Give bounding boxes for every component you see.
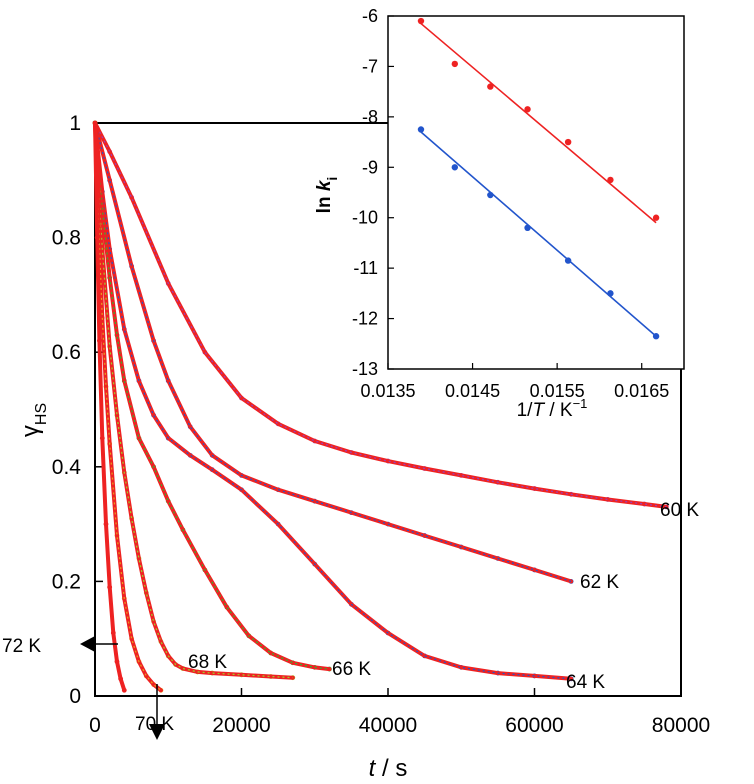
- main-x-tick-label: 20000: [212, 714, 270, 737]
- series-label-72k: 72 K: [2, 636, 41, 657]
- inset-chart: 0.0135 0.0145 0.0155 0.0165 -6 -7 -8 -9 -10 -11 -1…: [314, 4, 685, 421]
- inset-y-tick-label: -7: [362, 56, 378, 76]
- inset-data-point: [652, 214, 660, 221]
- fit-curve: [93, 121, 295, 680]
- inset-fit-line: [420, 22, 657, 224]
- inset-data-point: [607, 176, 614, 184]
- inset-y-tick-label: -8: [362, 107, 378, 127]
- series-60k: [92, 120, 669, 510]
- fit-curve: [93, 121, 163, 693]
- main-x-tick-label: 60000: [505, 714, 563, 737]
- inset-y-tick-label: -10: [352, 208, 378, 228]
- inset-y-tick-label: -12: [352, 309, 378, 329]
- arrow-70k: [149, 684, 165, 740]
- inset-y-tick-label: -13: [352, 359, 378, 379]
- inset-data-point: [451, 60, 459, 68]
- inset-series-0: [417, 17, 660, 224]
- data-trace: [94, 122, 572, 680]
- main-series: [92, 120, 669, 693]
- inset-x-tick-label: 0.0145: [445, 381, 500, 401]
- main-x-tick-label: 0: [89, 714, 101, 737]
- series-64k: [92, 120, 574, 682]
- inset-data-point: [564, 257, 572, 264]
- inset-fit-line: [420, 131, 657, 337]
- main-y-axis-title: γHS: [17, 403, 50, 437]
- series-label-68k: 68 K: [188, 652, 227, 673]
- series-72k: [92, 120, 127, 693]
- series-70k: [92, 120, 164, 693]
- series-label-64k: 64 K: [566, 672, 605, 693]
- inset-data-point: [417, 126, 425, 133]
- main-x-tick-label: 40000: [359, 714, 417, 737]
- inset-data-point: [524, 106, 531, 113]
- series-66k: [92, 120, 332, 672]
- fit-curve: [93, 121, 332, 672]
- main-y-tick-label: 0: [69, 685, 81, 708]
- series-label-60k: 60 K: [660, 500, 699, 521]
- inset-data-point: [487, 191, 494, 199]
- series-label-66k: 66 K: [332, 659, 371, 680]
- series-68k: [92, 120, 296, 681]
- inset-background: [388, 4, 684, 369]
- inset-x-tick-label: 0.0155: [530, 381, 585, 401]
- inset-data-point: [607, 290, 614, 297]
- inset-data-point: [417, 17, 425, 25]
- data-trace: [94, 122, 330, 670]
- main-x-axis-title: t / s: [369, 755, 408, 782]
- main-y-tick-label: 0.4: [52, 456, 82, 479]
- arrow-72k: [80, 636, 118, 652]
- data-trace: [94, 122, 125, 691]
- inset-data-point: [652, 333, 660, 340]
- main-x-tick-label: 80000: [652, 714, 710, 737]
- inset-y-axis-title: ln ki: [314, 177, 340, 214]
- inset-x-axis-title: 1/T / K−1: [517, 396, 588, 421]
- inset-x-tick-label: 0.0135: [360, 381, 415, 401]
- inset-series: [417, 17, 660, 340]
- data-trace: [94, 122, 667, 508]
- inset-ticks: 0.0135 0.0145 0.0155 0.0165 -6 -7 -8 -9 -10 -11 -1…: [352, 6, 669, 401]
- inset-data-point: [451, 164, 459, 171]
- fit-curve: [93, 121, 574, 584]
- inset-data-point: [524, 224, 531, 231]
- inset-data-point: [564, 138, 572, 146]
- main-chart: 0 20000 40000 60000 80000 0 0.2 0.4 0.6 0.8 1 t / …: [2, 112, 710, 782]
- main-y-tick-label: 0.6: [52, 341, 81, 364]
- inset-x-tick-label: 0.0165: [614, 381, 669, 401]
- inset-y-tick-label: -11: [353, 258, 378, 278]
- inset-plot-frame: [387, 15, 685, 370]
- main-y-tick-label: 1: [69, 112, 81, 135]
- main-y-tick-label: 0.2: [52, 570, 81, 593]
- inset-y-tick-label: -6: [362, 6, 378, 26]
- main-y-tick-label: 0.8: [52, 227, 81, 250]
- inset-y-tick-label: -9: [362, 157, 378, 177]
- inset-data-point: [487, 83, 494, 90]
- inset-series-1: [417, 126, 660, 340]
- series-label-62k: 62 K: [580, 572, 619, 593]
